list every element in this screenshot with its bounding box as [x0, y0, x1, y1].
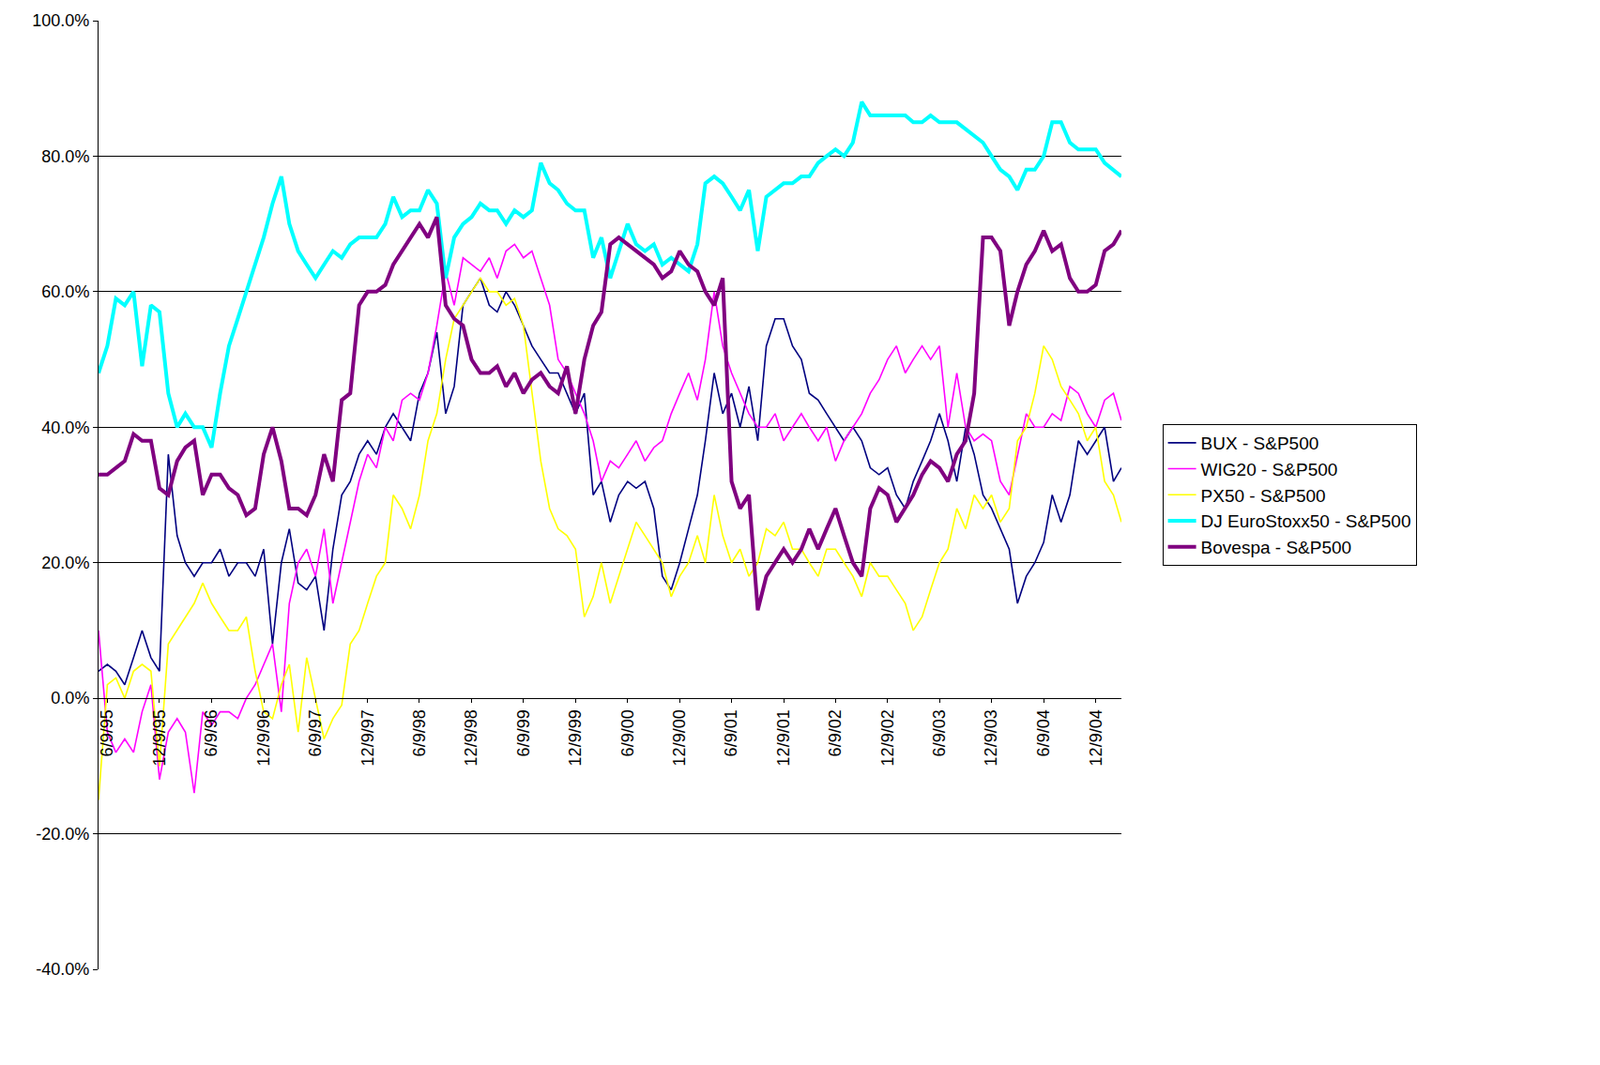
svg-text:6/9/03: 6/9/03: [929, 709, 949, 757]
svg-text:12/9/96: 12/9/96: [254, 709, 274, 766]
svg-text:DJ EuroStoxx50 - S&P500: DJ EuroStoxx50 - S&P500: [1201, 511, 1412, 532]
svg-text:6/9/01: 6/9/01: [721, 709, 741, 757]
svg-text:6/9/00: 6/9/00: [618, 709, 638, 757]
svg-text:6/9/95: 6/9/95: [97, 709, 117, 757]
svg-text:60.0%: 60.0%: [41, 282, 90, 302]
svg-text:6/9/99: 6/9/99: [514, 709, 534, 757]
svg-text:12/9/02: 12/9/02: [878, 709, 898, 766]
svg-text:0.0%: 0.0%: [50, 688, 90, 708]
svg-text:Bovespa - S&P500: Bovespa - S&P500: [1201, 537, 1353, 558]
svg-text:BUX - S&P500: BUX - S&P500: [1201, 433, 1320, 454]
svg-text:80.0%: 80.0%: [41, 147, 90, 167]
svg-text:12/9/99: 12/9/99: [565, 709, 585, 766]
svg-text:6/9/98: 6/9/98: [410, 709, 429, 757]
svg-text:20.0%: 20.0%: [41, 553, 90, 573]
svg-text:12/9/98: 12/9/98: [461, 709, 481, 766]
svg-text:12/9/97: 12/9/97: [358, 709, 378, 766]
svg-text:-20.0%: -20.0%: [35, 824, 90, 844]
svg-text:12/9/04: 12/9/04: [1086, 709, 1106, 766]
svg-text:-40.0%: -40.0%: [35, 960, 90, 979]
svg-text:12/9/00: 12/9/00: [670, 709, 689, 766]
svg-text:6/9/97: 6/9/97: [305, 709, 325, 757]
svg-text:PX50 - S&P500: PX50 - S&P500: [1201, 486, 1326, 506]
svg-text:40.0%: 40.0%: [41, 418, 90, 438]
svg-text:6/9/96: 6/9/96: [201, 709, 221, 757]
svg-text:12/9/03: 12/9/03: [981, 709, 1001, 766]
svg-text:6/9/02: 6/9/02: [825, 709, 845, 757]
svg-text:6/9/04: 6/9/04: [1034, 709, 1053, 757]
svg-text:100.0%: 100.0%: [31, 11, 90, 31]
svg-text:WIG20 - S&P500: WIG20 - S&P500: [1201, 459, 1339, 480]
svg-text:12/9/01: 12/9/01: [774, 709, 793, 766]
svg-text:12/9/95: 12/9/95: [150, 709, 169, 766]
